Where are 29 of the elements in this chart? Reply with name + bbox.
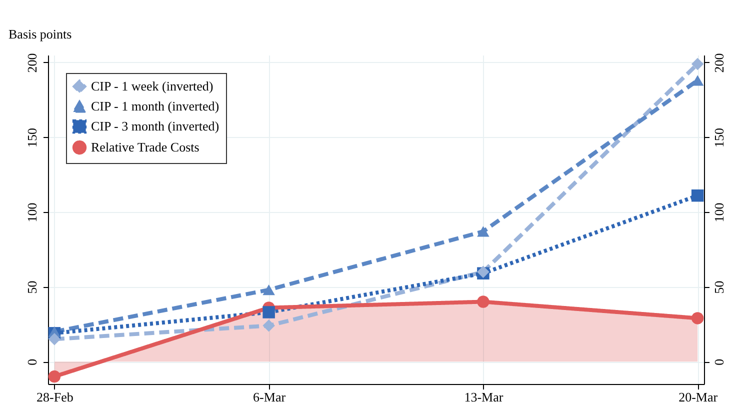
- y-tick-label: 100: [24, 202, 40, 222]
- point: [477, 296, 490, 308]
- point: [48, 333, 61, 346]
- point: [262, 320, 275, 332]
- y-tick-label: 0: [24, 358, 40, 366]
- legend-label: Relative Trade Costs: [91, 140, 200, 154]
- y2-tick-label: 200: [712, 53, 726, 73]
- x-tick-label: 28-Feb: [36, 390, 74, 404]
- y2-tick-label: 50: [712, 280, 726, 294]
- point: [691, 312, 704, 324]
- y2-tick-label: 100: [712, 202, 726, 222]
- x-tick-label: 13-Mar: [464, 390, 504, 404]
- x-tick-label: 20-Mar: [678, 390, 718, 404]
- y2-tick-label: 150: [712, 128, 726, 148]
- legend-label: CIP - 3 month (inverted): [91, 118, 220, 134]
- x-tick-label: 6-Mar: [253, 390, 286, 404]
- legend-label: CIP - 1 month (inverted): [91, 98, 220, 114]
- y2-tick-label: 0: [712, 358, 726, 366]
- point: [262, 284, 275, 296]
- y-tick-label: 50: [24, 280, 40, 294]
- y-tick-label: 200: [24, 53, 40, 73]
- point: [477, 226, 490, 237]
- y-tick-label: 150: [24, 128, 40, 148]
- legend-label: CIP - 1 week (inverted): [91, 78, 214, 94]
- point: [48, 370, 61, 383]
- point: [691, 58, 704, 70]
- y-axis-title: Basis points: [8, 26, 72, 42]
- point: [262, 306, 275, 318]
- point: [691, 189, 704, 202]
